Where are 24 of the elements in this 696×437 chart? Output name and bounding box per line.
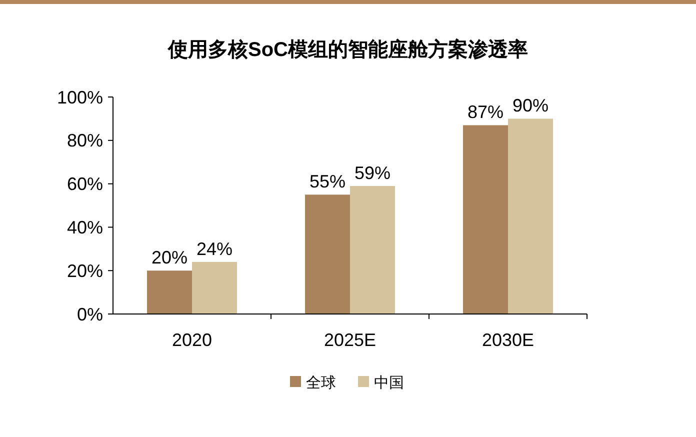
bar: [192, 262, 237, 314]
x-tick-label: 2030E: [482, 330, 534, 350]
legend-label: 全球: [306, 374, 336, 392]
data-label: 90%: [512, 96, 549, 116]
y-tick-label: 80%: [66, 130, 103, 151]
data-label: 55%: [309, 172, 346, 192]
chart-title: 使用多核SoC模组的智能座舱方案渗透率: [167, 38, 528, 61]
x-tick-label: 2020: [172, 330, 212, 350]
y-tick-label: 60%: [66, 174, 103, 194]
bar: [463, 125, 508, 314]
bar: [508, 118, 553, 314]
data-label: 59%: [354, 162, 391, 183]
y-tick-label: 0%: [76, 304, 103, 324]
bar: [305, 194, 350, 314]
bar: [147, 270, 192, 314]
x-tick-label: 2025E: [324, 330, 376, 350]
y-tick-label: 40%: [66, 218, 103, 238]
bar: [350, 186, 395, 314]
y-tick-label: 100%: [56, 87, 103, 108]
legend-label: 中国: [374, 374, 404, 392]
data-label: 87%: [467, 102, 504, 122]
data-label: 24%: [196, 238, 233, 259]
data-label: 20%: [151, 248, 188, 268]
y-tick-label: 20%: [66, 260, 103, 281]
